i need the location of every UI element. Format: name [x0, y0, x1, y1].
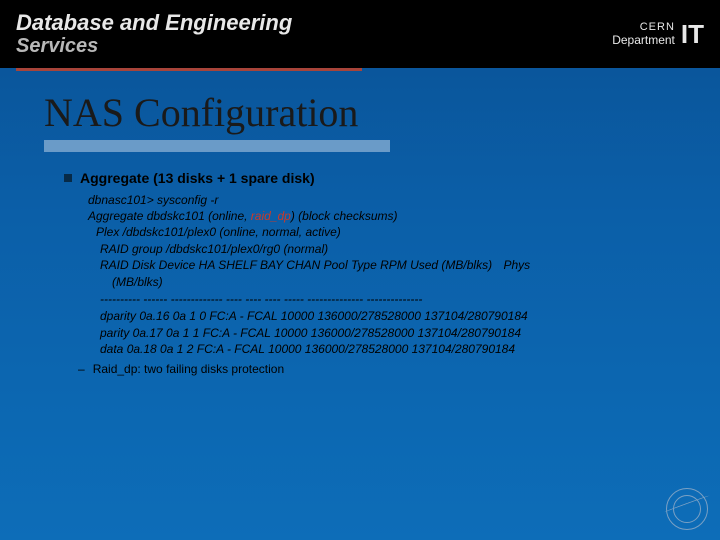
- slide-title: NAS Configuration: [44, 89, 720, 136]
- aggregate-pre: Aggregate dbdskc101 (online,: [88, 209, 251, 223]
- header-org: CERN Department IT: [612, 19, 704, 50]
- header-row: RAID Disk Device HA SHELF BAY CHAN Pool …: [100, 257, 680, 274]
- aggregate-line: Aggregate dbdskc101 (online, raid_dp) (b…: [88, 208, 680, 224]
- header-row-2: (MB/blks): [112, 274, 680, 291]
- plex-line: Plex /dbdskc101/plex0 (online, normal, a…: [96, 224, 680, 240]
- header-line1: Database and Engineering: [16, 11, 292, 35]
- it-label: IT: [681, 19, 704, 50]
- cern-logo-icon: [666, 488, 708, 530]
- aggregate-post: ) (block checksums): [291, 209, 398, 223]
- header-service-title: Database and Engineering Services: [16, 11, 292, 57]
- title-underline: [44, 140, 390, 152]
- header-row-phys: Phys: [503, 258, 530, 272]
- dash-icon: –: [78, 362, 85, 376]
- header-line2: Services: [16, 35, 292, 57]
- raidgroup-line: RAID group /dbdskc101/plex0/rg0 (normal): [100, 241, 680, 258]
- bullet-aggregate: Aggregate (13 disks + 1 spare disk): [64, 170, 680, 186]
- header-bar: Database and Engineering Services CERN D…: [0, 0, 720, 68]
- raid-dp-highlight: raid_dp: [251, 209, 291, 223]
- cmd-line: dbnasc101> sysconfig -r: [88, 192, 680, 208]
- bullet-icon: [64, 174, 72, 182]
- dept-label: Department: [612, 33, 675, 47]
- footnote-text: Raid_dp: two failing disks protection: [93, 362, 284, 376]
- header-row-main: RAID Disk Device HA SHELF BAY CHAN Pool …: [100, 258, 492, 272]
- footnote-row: – Raid_dp: two failing disks protection: [78, 362, 680, 376]
- parity-row: parity 0a.17 0a 1 1 FC:A - FCAL 10000 13…: [100, 325, 680, 342]
- divider-row: ---------- ------ ------------- ---- ---…: [100, 291, 680, 308]
- org-label: CERN: [640, 21, 675, 33]
- data-row: data 0a.18 0a 1 2 FC:A - FCAL 10000 1360…: [100, 341, 680, 358]
- content-area: Aggregate (13 disks + 1 spare disk) dbna…: [64, 170, 680, 376]
- header-underline: [16, 68, 362, 71]
- bullet-text: Aggregate (13 disks + 1 spare disk): [80, 170, 315, 186]
- dparity-row: dparity 0a.16 0a 1 0 FC:A - FCAL 10000 1…: [100, 308, 680, 325]
